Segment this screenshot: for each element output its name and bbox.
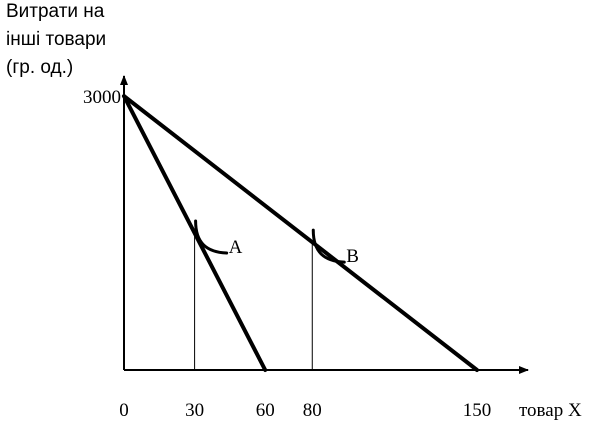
y-axis-title-line-3: (гр. од.) <box>6 57 74 78</box>
axis-labels: A B 3000 0 30 60 80 150 товар X <box>83 87 582 421</box>
x-tick-label-80: 80 <box>303 400 322 421</box>
x-tick-label-30: 30 <box>185 400 204 421</box>
budget-lines <box>122 94 479 372</box>
y-axis-title-line-1: Витрати на <box>6 1 105 22</box>
x-axis-title: товар X <box>519 400 582 421</box>
indifference-curve-b <box>311 228 346 264</box>
indifference-curves <box>194 219 346 264</box>
y-tick-label-3000: 3000 <box>83 87 121 108</box>
axes <box>120 75 529 374</box>
x-tick-label-0: 0 <box>119 400 129 421</box>
y-axis-title-line-2: інші товари <box>6 29 107 50</box>
guide-lines <box>194 233 313 370</box>
budget-line-2 <box>122 94 479 372</box>
x-tick-label-60: 60 <box>256 400 275 421</box>
x-tick-label-150: 150 <box>463 400 492 421</box>
budget-line-1 <box>122 94 268 372</box>
point-label-b: B <box>346 246 359 267</box>
indifference-curve-a <box>194 219 229 255</box>
point-label-a: A <box>229 237 243 258</box>
